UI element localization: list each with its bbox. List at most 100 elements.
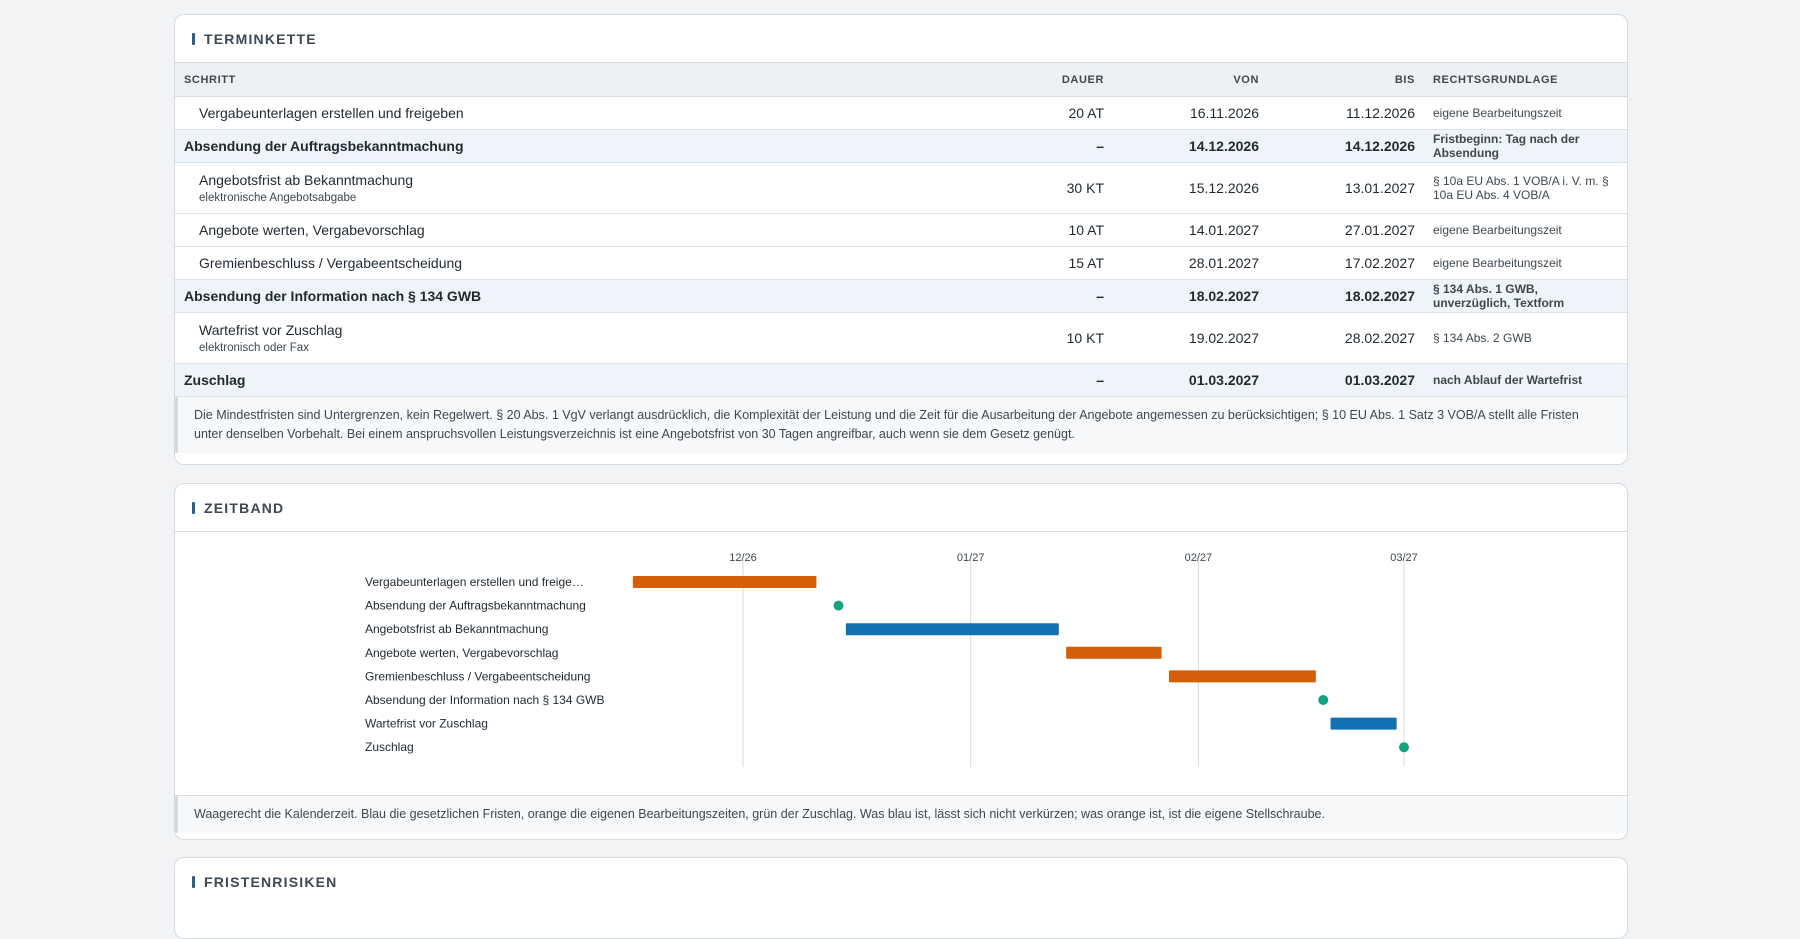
terminkette-header: TERMINKETTE: [175, 15, 1627, 63]
duration-cell: –: [875, 129, 1113, 163]
step-cell: Absendung der Information nach § 134 GWB: [175, 279, 875, 313]
law-cell: § 134 Abs. 1 GWB, unverzüglich, Textform: [1424, 279, 1627, 313]
fristenrisiken-panel: FRISTENRISIKEN: [174, 857, 1628, 939]
step-sublabel: elektronisch oder Fax: [199, 342, 309, 354]
to-cell: 17.02.2027: [1268, 246, 1424, 280]
task-label: Zuschlag: [365, 740, 414, 754]
milestone-point: [1399, 742, 1409, 753]
to-cell: 28.02.2027: [1268, 312, 1424, 364]
zeitband-note: Waagerecht die Kalenderzeit. Blau die ge…: [175, 795, 1627, 833]
duration-cell: 20 AT: [875, 96, 1113, 130]
terminkette-note: Die Mindestfristen sind Untergrenzen, ke…: [175, 397, 1627, 453]
column-header-step: SCHRITT: [175, 63, 875, 97]
duration-cell: 10 AT: [875, 213, 1113, 247]
from-cell: 28.01.2027: [1113, 246, 1268, 280]
step-label: Vergabeunterlagen erstellen und freigebe…: [199, 105, 464, 121]
step-label: Absendung der Information nach § 134 GWB: [184, 288, 482, 304]
x-tick-label: 12/26: [729, 552, 757, 564]
terminkette-panel: TERMINKETTE SCHRITT DAUER VON BIS RECHTS…: [174, 14, 1628, 465]
task-label: Angebote werten, Vergabevorschlag: [365, 646, 558, 660]
column-header-to: BIS: [1268, 63, 1424, 97]
milestone-point: [833, 600, 844, 611]
step-cell: Gremienbeschluss / Vergabeentscheidung: [175, 246, 875, 280]
to-cell: 01.03.2027: [1268, 363, 1424, 397]
milestone-point: [1318, 695, 1329, 705]
duration-cell: 10 KT: [875, 312, 1113, 364]
from-cell: 16.11.2026: [1113, 96, 1268, 130]
law-cell: eigene Bearbeitungszeit: [1424, 246, 1627, 280]
milestone-row: Absendung der Auftragsbekanntmachung – 1…: [175, 129, 1627, 163]
to-cell: 14.12.2026: [1268, 129, 1424, 163]
from-cell: 01.03.2027: [1113, 363, 1268, 397]
from-cell: 15.12.2026: [1113, 162, 1268, 214]
to-cell: 11.12.2026: [1268, 96, 1424, 130]
task-label: Absendung der Auftragsbekanntmachung: [365, 599, 586, 613]
law-cell: § 10a EU Abs. 1 VOB/A i. V. m. § 10a EU …: [1424, 162, 1627, 214]
to-cell: 18.02.2027: [1268, 279, 1424, 313]
task-label: Gremienbeschluss / Vergabeentscheidung: [365, 669, 590, 683]
from-cell: 18.02.2027: [1113, 279, 1268, 313]
table-row: Vergabeunterlagen erstellen und freigebe…: [175, 96, 1627, 130]
table-header-row: SCHRITT DAUER VON BIS RECHTSGRUNDLAGE: [175, 63, 1627, 97]
milestone-row: Zuschlag – 01.03.2027 01.03.2027 nach Ab…: [175, 363, 1627, 397]
terminkette-table: SCHRITT DAUER VON BIS RECHTSGRUNDLAGE Ve…: [175, 63, 1627, 397]
duration-cell: 30 KT: [875, 162, 1113, 214]
step-cell: Vergabeunterlagen erstellen und freigebe…: [175, 96, 875, 130]
to-cell: 13.01.2027: [1268, 162, 1424, 214]
step-cell: Angebotsfrist ab Bekanntmachung elektroni…: [175, 162, 875, 214]
task-bar: [1330, 717, 1397, 730]
zeitband-header: ZEITBAND: [175, 484, 1627, 532]
law-cell: eigene Bearbeitungszeit: [1424, 96, 1627, 130]
from-cell: 19.02.2027: [1113, 312, 1268, 364]
step-cell: Zuschlag: [175, 363, 875, 397]
duration-cell: 15 AT: [875, 246, 1113, 280]
x-tick-label: 02/27: [1185, 552, 1213, 564]
to-cell: 27.01.2027: [1268, 213, 1424, 247]
section-marker: [192, 501, 195, 514]
step-label: Angebotsfrist ab Bekanntmachung: [199, 172, 414, 188]
table-row: Wartefrist vor Zuschlag elektronisch oder…: [175, 312, 1627, 364]
step-label: Zuschlag: [184, 372, 246, 388]
step-label: Angebote werten, Vergabevorschlag: [199, 222, 425, 238]
law-cell: Fristbeginn: Tag nach der Absendung: [1424, 129, 1627, 163]
table-row: Angebotsfrist ab Bekanntmachung elektroni…: [175, 162, 1627, 214]
x-tick-label: 01/27: [957, 552, 985, 564]
step-cell: Angebote werten, Vergabevorschlag: [175, 213, 875, 247]
task-label: Absendung der Information nach § 134 GWB: [365, 693, 604, 707]
zeitband-chart: 12/26 01/27 02/27 03/27 Vergabeunterlagen er…: [365, 552, 1418, 767]
task-label: Wartefrist vor Zuschlag: [365, 717, 488, 731]
column-header-from: VON: [1113, 63, 1268, 97]
law-cell: nach Ablauf der Wartefrist: [1424, 363, 1627, 397]
column-header-duration: DAUER: [875, 63, 1113, 97]
step-label: Wartefrist vor Zuschlag: [199, 322, 343, 338]
law-cell: § 134 Abs. 2 GWB: [1424, 312, 1627, 364]
from-cell: 14.01.2027: [1113, 213, 1268, 247]
task-bar: [632, 576, 817, 588]
task-bar: [1168, 670, 1316, 683]
task-label: Vergabeunterlagen erstellen und freige…: [365, 575, 584, 589]
fristenrisiken-title: FRISTENRISIKEN: [204, 873, 338, 890]
law-cell: eigene Bearbeitungszeit: [1424, 213, 1627, 247]
step-sublabel: elektronische Angebotsabgabe: [199, 192, 357, 204]
fristenrisiken-header: FRISTENRISIKEN: [175, 858, 1627, 905]
task-bar: [1066, 646, 1162, 659]
x-tick-label: 03/27: [1390, 552, 1418, 564]
step-label: Gremienbeschluss / Vergabeentscheidung: [199, 255, 463, 271]
table-row: Gremienbeschluss / Vergabeentscheidung 1…: [175, 246, 1627, 280]
task-label: Angebotsfrist ab Bekanntmachung: [365, 622, 548, 636]
step-cell: Absendung der Auftragsbekanntmachung: [175, 129, 875, 163]
table-row: Angebote werten, Vergabevorschlag 10 AT …: [175, 213, 1627, 247]
task-bar: [845, 623, 1059, 636]
milestone-row: Absendung der Information nach § 134 GWB…: [175, 279, 1627, 313]
zeitband-title: ZEITBAND: [204, 499, 285, 516]
from-cell: 14.12.2026: [1113, 129, 1268, 163]
section-marker: [192, 32, 195, 45]
column-header-law: RECHTSGRUNDLAGE: [1424, 63, 1627, 97]
duration-cell: –: [875, 363, 1113, 397]
zeitband-panel: ZEITBAND 12/26 01/27 02/27 03/27 Vergabeunte…: [174, 483, 1628, 840]
terminkette-title: TERMINKETTE: [204, 30, 317, 47]
duration-cell: –: [875, 279, 1113, 313]
section-marker: [192, 875, 195, 888]
step-label: Absendung der Auftragsbekanntmachung: [184, 138, 464, 154]
step-cell: Wartefrist vor Zuschlag elektronisch oder…: [175, 312, 875, 364]
